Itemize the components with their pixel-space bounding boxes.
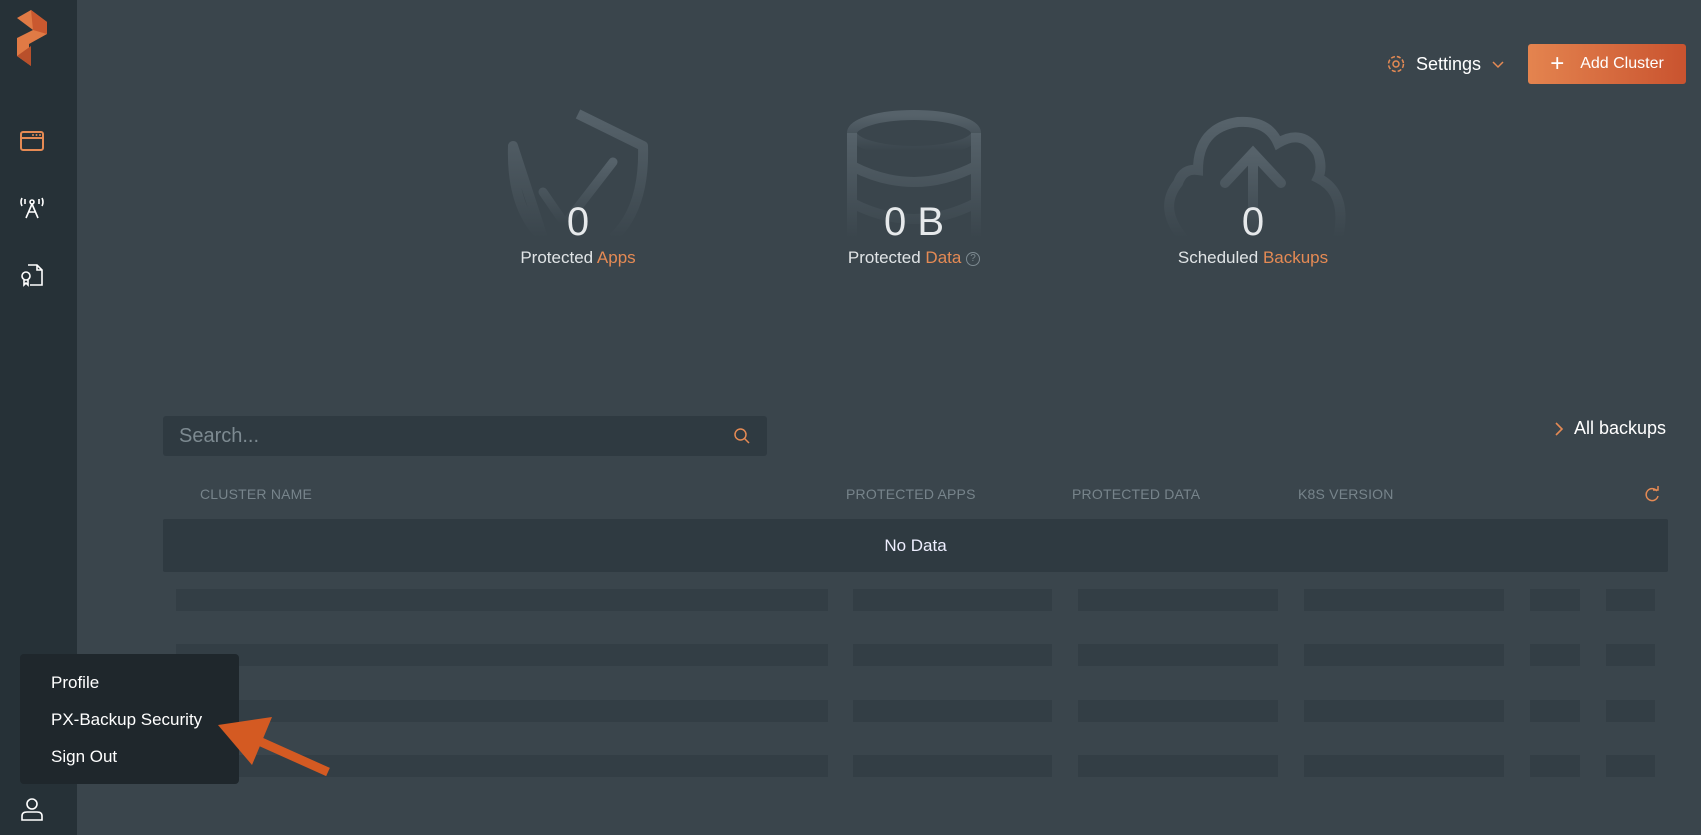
empty-table-row: No Data — [163, 519, 1668, 572]
column-header-k8s-version[interactable]: K8S VERSION — [1298, 486, 1394, 502]
all-backups-label: All backups — [1574, 418, 1667, 438]
gear-icon — [1387, 55, 1405, 73]
skeleton-cell — [1304, 589, 1504, 611]
add-cluster-label: Add Cluster — [1580, 55, 1664, 72]
skeleton-cell — [1304, 644, 1504, 666]
column-header-cluster-name[interactable]: CLUSTER NAME — [200, 486, 313, 502]
search-bar[interactable] — [163, 416, 767, 456]
user-menu: Profile PX-Backup Security Sign Out — [20, 654, 239, 784]
protected-apps-value: 0 — [566, 200, 590, 244]
menu-item-sign-out[interactable]: Sign Out — [51, 747, 118, 766]
user-icon[interactable] — [18, 795, 46, 823]
skeleton-cell — [1530, 589, 1580, 611]
skeleton-cell — [176, 700, 828, 722]
refresh-icon[interactable] — [1643, 486, 1661, 504]
settings-dropdown[interactable]: Settings — [1386, 50, 1505, 78]
skeleton-cell — [1078, 644, 1278, 666]
search-icon[interactable] — [733, 427, 751, 445]
skeleton-cell — [1078, 755, 1278, 777]
dashboard-icon[interactable] — [18, 127, 46, 155]
antenna-icon[interactable] — [18, 193, 46, 221]
skeleton-cell — [1304, 755, 1504, 777]
skeleton-cell — [1078, 700, 1278, 722]
database-icon — [847, 110, 981, 238]
skeleton-cell — [1530, 644, 1580, 666]
all-backups-link[interactable]: All backups — [1554, 418, 1666, 439]
chevron-down-icon — [1492, 61, 1504, 69]
skeleton-cell — [1530, 700, 1580, 722]
skeleton-cell — [176, 589, 828, 611]
menu-item-profile[interactable]: Profile — [51, 673, 100, 692]
skeleton-cell — [853, 755, 1052, 777]
skeleton-cell — [1606, 755, 1655, 777]
protected-data-label: Protected Data ? — [784, 248, 1044, 268]
column-header-protected-data[interactable]: PROTECTED DATA — [1072, 486, 1201, 502]
skeleton-cell — [1606, 700, 1655, 722]
skeleton-cell — [853, 644, 1052, 666]
skeleton-cell — [1606, 589, 1655, 611]
add-cluster-button[interactable]: + Add Cluster — [1528, 44, 1686, 84]
protected-apps-label: Protected Apps — [520, 248, 636, 267]
cloud-upload-icon — [1164, 116, 1346, 238]
shield-check-icon — [507, 109, 649, 238]
annotation-arrow — [218, 717, 330, 777]
scheduled-backups-value: 0 — [1241, 200, 1265, 244]
skeleton-cell — [1606, 644, 1655, 666]
menu-item-px-backup-security[interactable]: PX-Backup Security — [51, 710, 203, 729]
skeleton-cell — [176, 644, 828, 666]
scheduled-backups-label: Scheduled Backups — [1177, 248, 1329, 267]
skeleton-cell — [853, 589, 1052, 611]
skeleton-cell — [853, 700, 1052, 722]
skeleton-cell — [176, 755, 828, 777]
chevron-right-icon — [1555, 421, 1564, 436]
skeleton-cell — [1078, 589, 1278, 611]
stat-scheduled-backups: 0 Scheduled Backups — [1123, 108, 1383, 267]
help-icon[interactable]: ? — [966, 251, 981, 266]
search-input[interactable] — [179, 424, 699, 448]
portworx-logo[interactable] — [15, 10, 49, 67]
protected-data-value: 0 B — [883, 200, 945, 244]
skeleton-cell — [1530, 755, 1580, 777]
stat-protected-data: 0 B Protected Data ? — [784, 108, 1044, 267]
certificate-document-icon[interactable] — [18, 261, 46, 289]
plus-icon: + — [1550, 50, 1565, 77]
stat-protected-apps: 0 Protected Apps — [448, 108, 708, 267]
settings-label: Settings — [1416, 53, 1482, 74]
column-header-protected-apps[interactable]: PROTECTED APPS — [846, 486, 976, 502]
skeleton-cell — [1304, 700, 1504, 722]
